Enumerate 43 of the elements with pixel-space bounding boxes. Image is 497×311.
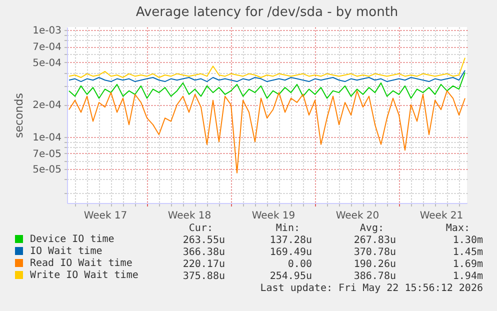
- y-tick-label: 5e-04: [32, 58, 62, 69]
- y-tick-label: 7e-04: [32, 42, 62, 54]
- text: 0.00: [288, 259, 312, 270]
- y-tick-label: 1e-03: [32, 26, 62, 37]
- text: 169.49u: [270, 247, 312, 258]
- y-tick-label: 5e-05: [32, 164, 62, 176]
- text: Last update: Fri May 22 15:56:12 2026: [260, 283, 483, 294]
- text: 263.55u: [182, 235, 225, 246]
- text: 1.69m: [452, 259, 483, 270]
- text: 254.95u: [270, 271, 312, 282]
- x-tick-label: Week 20: [336, 210, 380, 222]
- text: 1.45m: [452, 247, 483, 258]
- x-tick-label: Week 19: [252, 210, 296, 222]
- text: 137.28u: [270, 235, 312, 246]
- y-tick-label: 7e-05: [32, 148, 62, 160]
- legend-label: Read IO Wait time: [30, 258, 132, 269]
- text: 370.78u: [354, 247, 396, 258]
- text: Cur:: [188, 223, 213, 234]
- y-axis-title: seconds: [12, 92, 26, 138]
- line-series: [68, 90, 466, 174]
- legend-label: Device IO time: [30, 234, 114, 245]
- text: 1.94m: [452, 271, 483, 282]
- text: Min:: [276, 223, 300, 234]
- y-tick-label: 1e-04: [32, 132, 62, 144]
- text: 1.30m: [452, 235, 483, 246]
- text: 220.17u: [182, 259, 225, 270]
- x-tick-label: Week 18: [168, 210, 212, 222]
- legend-label: IO Wait time: [30, 246, 102, 257]
- line-series: [68, 72, 466, 99]
- text: 366.38u: [182, 247, 225, 258]
- line-series: [68, 57, 466, 78]
- text: 190.26u: [354, 259, 396, 270]
- legend-label: Write IO Wait time: [30, 270, 138, 281]
- y-tick-label: 2e-04: [32, 100, 62, 112]
- chart-title: Average latency for /dev/sda - by month: [136, 5, 398, 20]
- text: Max:: [446, 223, 470, 234]
- text: Avg:: [360, 223, 384, 234]
- text: 386.78u: [354, 271, 396, 282]
- text: 267.83u: [354, 235, 396, 246]
- x-tick-label: Week 21: [420, 210, 464, 222]
- text: 375.88u: [182, 271, 225, 282]
- x-tick-label: Week 17: [84, 210, 128, 222]
- line-series: [68, 70, 466, 82]
